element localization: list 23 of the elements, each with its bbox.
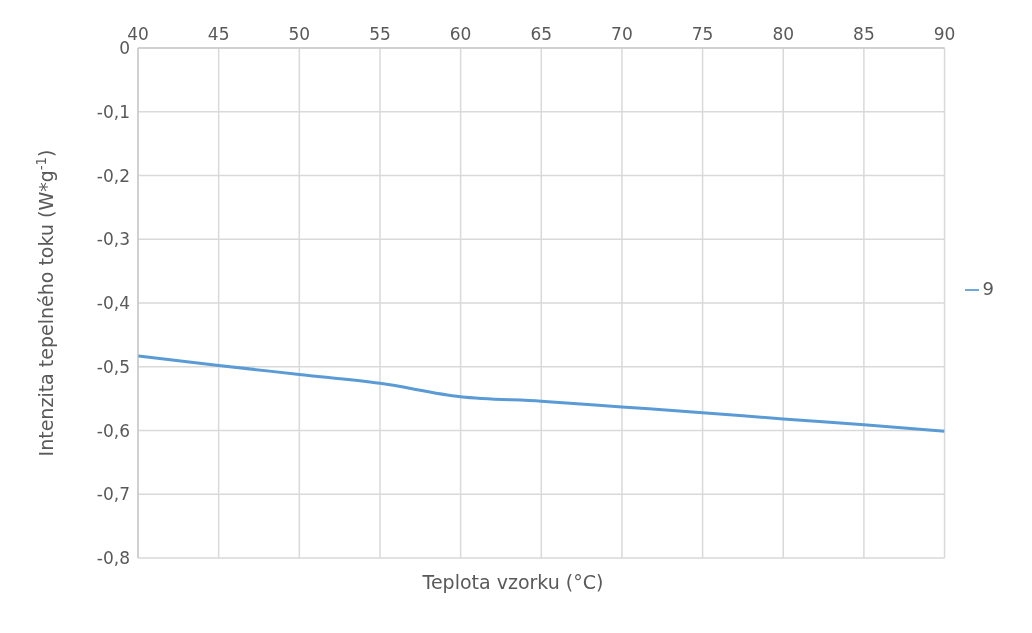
x-tick-label: 60	[449, 24, 472, 44]
y-tick-label: -0,4	[96, 293, 130, 314]
line-series	[138, 354, 945, 433]
y-tick-label: -0,8	[96, 548, 130, 569]
x-tick-label: 75	[691, 24, 714, 44]
x-tick-label: 65	[530, 24, 553, 44]
y-tick-label: 0	[119, 38, 130, 59]
y-tick-label: -0,1	[96, 101, 130, 122]
x-tick-label: 40	[127, 24, 149, 44]
x-tick-label: 70	[611, 24, 633, 44]
y-tick-label: -0,7	[96, 484, 130, 505]
y-tick-label: -0,2	[96, 165, 130, 186]
y-tick-label: -0,3	[96, 229, 130, 250]
x-axis-title: Teplota vzorku (°C)	[421, 571, 605, 593]
x-tick-label: 85	[853, 24, 875, 44]
y-tick-label: -0,6	[96, 420, 130, 441]
y-tick-label: -0,5	[96, 356, 130, 377]
x-tick-label: 55	[369, 24, 391, 44]
x-tick-label: 45	[207, 24, 230, 44]
x-tick-label: 50	[288, 24, 311, 44]
x-tick-label: 90	[933, 24, 956, 44]
x-tick-label: 80	[772, 24, 795, 44]
legend-label: 9	[982, 277, 994, 299]
